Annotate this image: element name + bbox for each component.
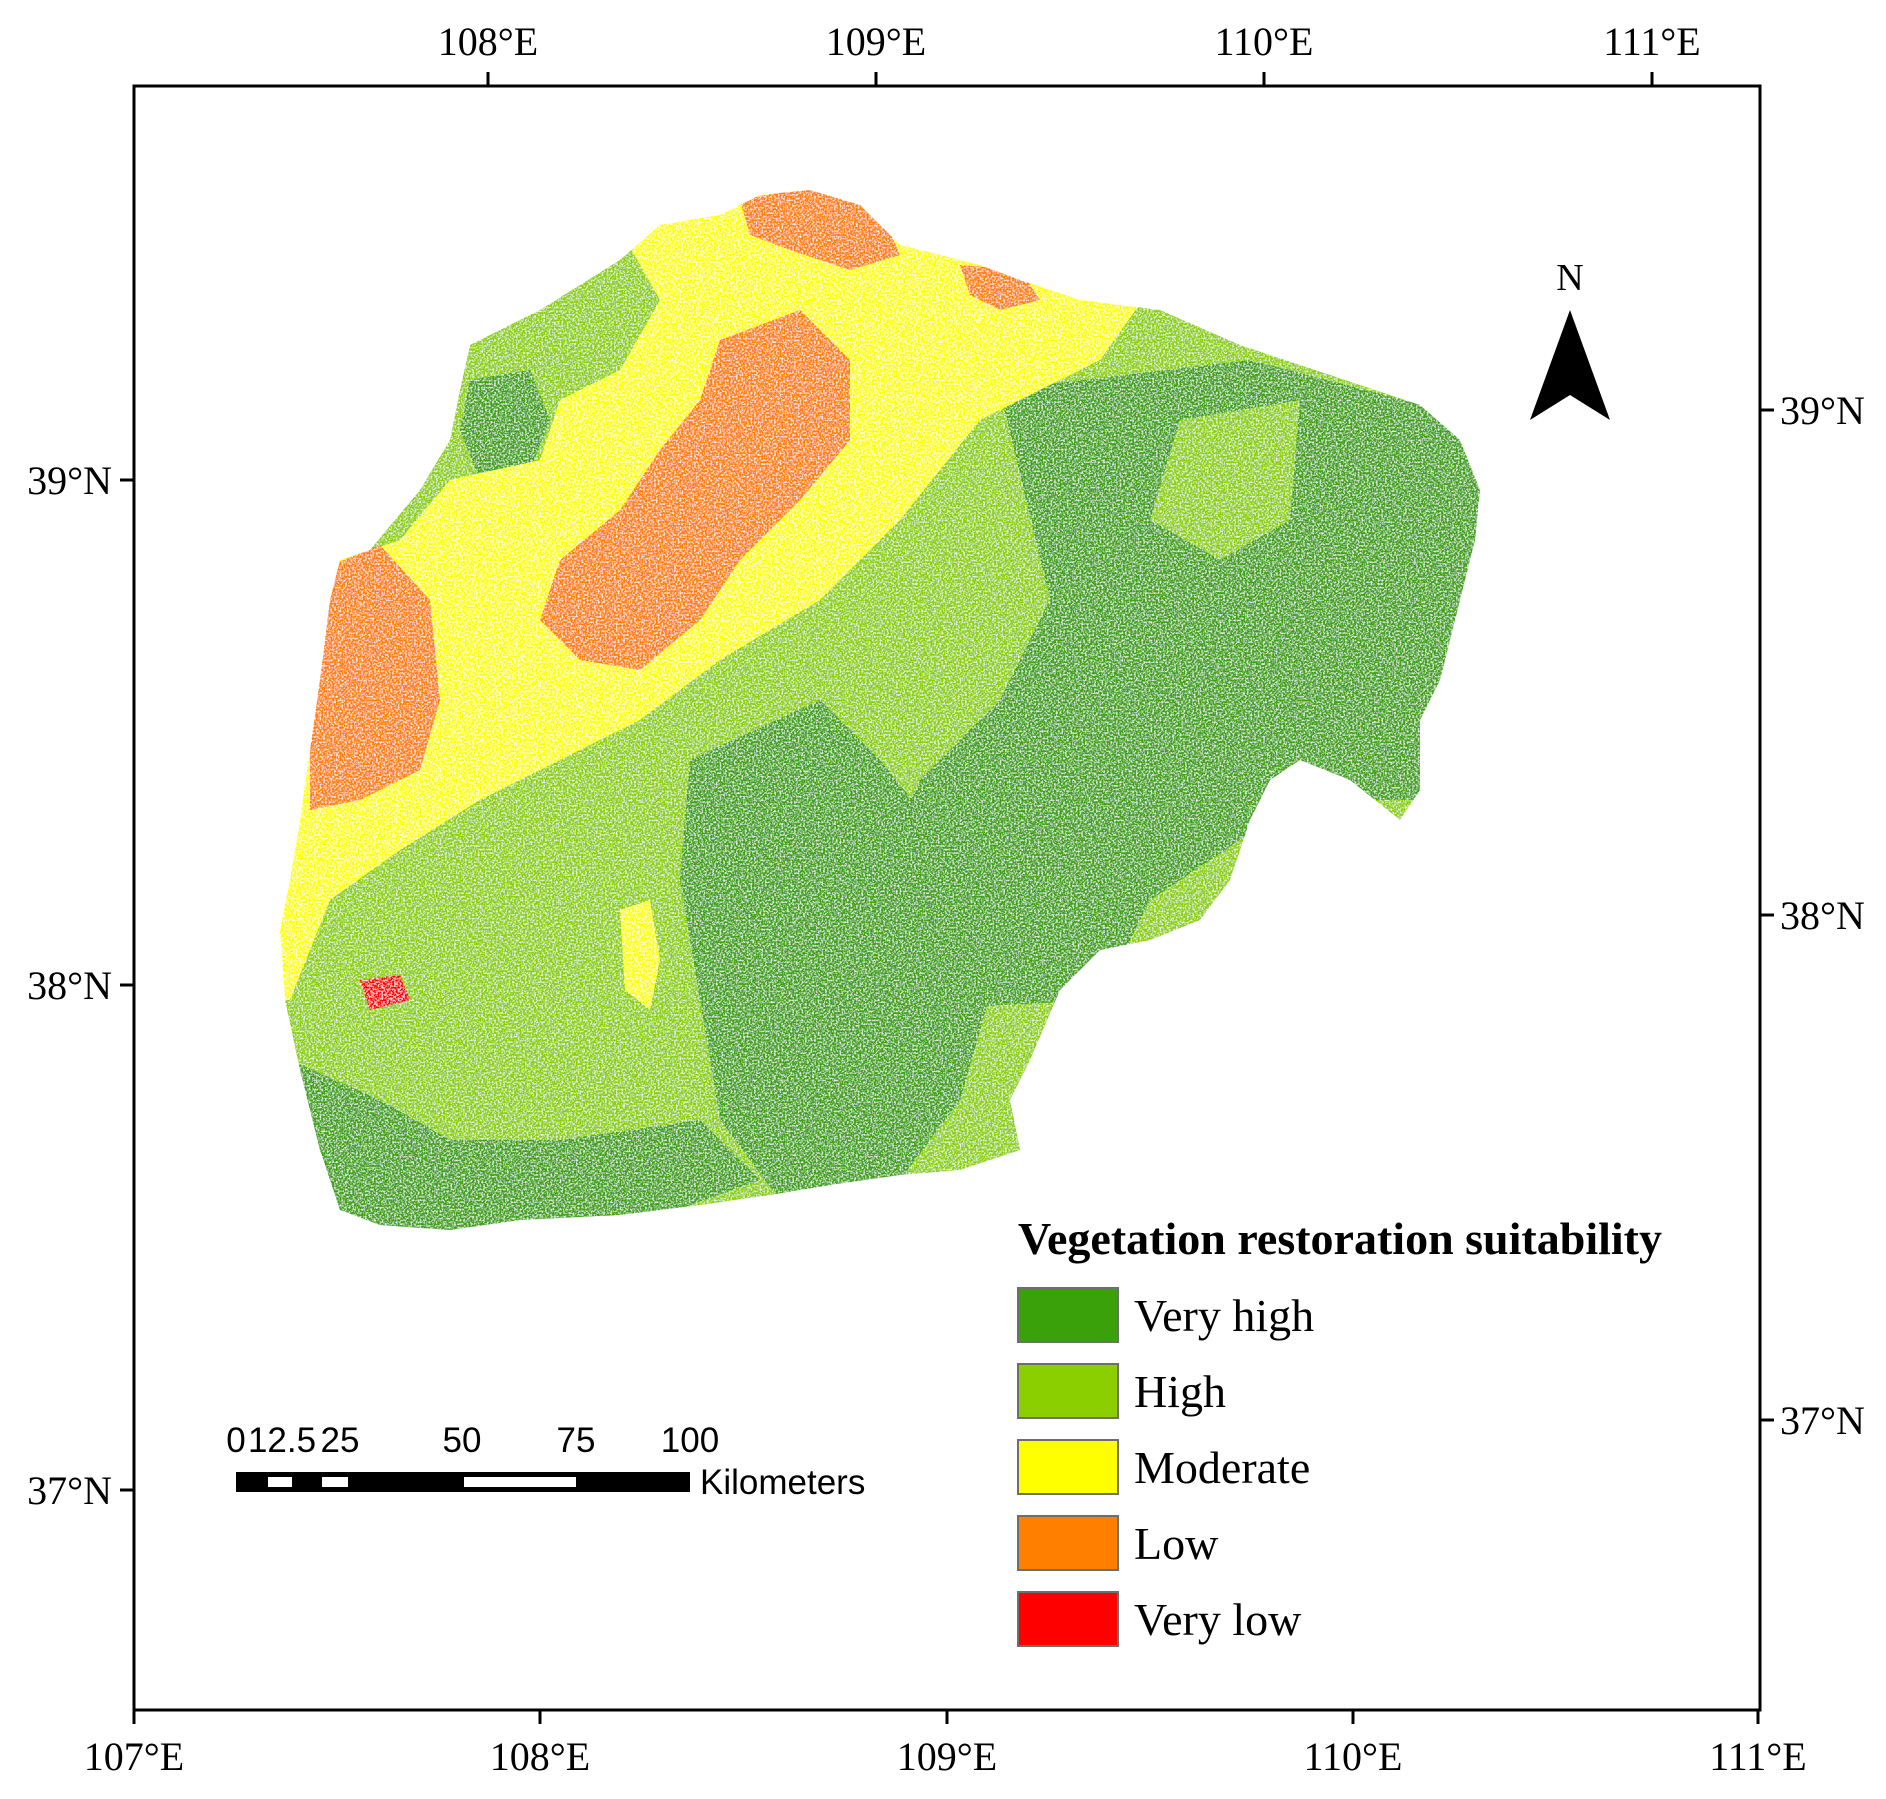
zone-moderate-strip	[620, 900, 660, 1010]
y-axis-ticks	[120, 408, 1774, 1492]
legend-item-label: Very high	[1134, 1290, 1314, 1341]
scale-tick-label: 75	[557, 1421, 596, 1460]
legend-item-label: Moderate	[1134, 1442, 1310, 1493]
top-axis-label: 108°E	[438, 19, 538, 64]
legend-item-label: Low	[1134, 1518, 1219, 1569]
top-axis-label: 111°E	[1603, 19, 1700, 64]
legend-swatch	[1017, 1363, 1119, 1419]
scale-bar-outline	[236, 1472, 690, 1492]
scale-segment-white	[322, 1477, 348, 1487]
bottom-axis-label: 111°E	[1709, 1734, 1806, 1779]
scale-tick-label: 100	[661, 1421, 719, 1460]
bottom-axis-label: 110°E	[1304, 1734, 1403, 1779]
right-axis-label: 37°N	[1780, 1398, 1865, 1443]
scale-unit: Kilometers	[700, 1463, 865, 1502]
scale-segment-white	[268, 1477, 292, 1487]
left-axis-label: 37°N	[27, 1468, 112, 1513]
legend: Vegetation restoration suitability Very …	[1017, 1213, 1662, 1647]
legend-swatch	[1017, 1591, 1119, 1647]
legend-item-label: High	[1134, 1366, 1226, 1417]
bottom-axis-label: 107°E	[84, 1734, 184, 1779]
scale-segment-white	[464, 1477, 576, 1487]
zone-high-northeast	[1150, 400, 1300, 560]
legend-swatch	[1017, 1287, 1119, 1343]
north-arrow-icon	[1530, 310, 1610, 420]
scale-bar: 0 12.5 25 50 75 100 Kilometers	[226, 1421, 865, 1502]
zone-very-high-east	[870, 360, 1480, 1010]
zone-very-high-central	[680, 700, 1000, 1200]
legend-item-label: Very low	[1134, 1594, 1302, 1645]
scale-tick-label: 50	[443, 1421, 482, 1460]
top-axis-labels: 108°E 109°E 110°E 111°E	[438, 19, 1701, 64]
north-label: N	[1556, 257, 1583, 299]
x-axis-ticks	[132, 72, 1760, 1724]
right-axis-label: 38°N	[1780, 893, 1865, 938]
suitability-raster	[280, 190, 1480, 1230]
bottom-axis-labels: 107°E 108°E 109°E 110°E 111°E	[84, 1734, 1807, 1779]
zone-very-low-specks	[360, 975, 410, 1010]
bottom-axis-label: 109°E	[897, 1734, 997, 1779]
legend-swatch	[1017, 1515, 1119, 1571]
scale-tick-label: 0	[226, 1421, 245, 1460]
scale-tick-label: 25	[321, 1421, 360, 1460]
zone-low-central-ridge	[540, 310, 850, 670]
right-axis-label: 39°N	[1780, 388, 1865, 433]
zone-very-high-south	[290, 1060, 760, 1230]
zone-very-high-northwest	[460, 370, 550, 480]
top-axis-label: 109°E	[826, 19, 926, 64]
left-axis-label: 38°N	[27, 963, 112, 1008]
bottom-axis-label: 108°E	[490, 1734, 590, 1779]
scale-tick-label: 12.5	[248, 1421, 316, 1460]
right-axis-labels: 39°N 38°N 37°N	[1780, 388, 1865, 1443]
zone-low-north	[740, 190, 900, 270]
top-axis-label: 110°E	[1215, 19, 1314, 64]
zone-low-west	[310, 545, 440, 810]
left-axis-label: 39°N	[27, 458, 112, 503]
north-arrow: N	[1530, 257, 1610, 420]
legend-swatch	[1017, 1439, 1119, 1495]
left-axis-labels: 39°N 38°N 37°N	[27, 458, 112, 1513]
legend-title: Vegetation restoration suitability	[1018, 1213, 1662, 1264]
